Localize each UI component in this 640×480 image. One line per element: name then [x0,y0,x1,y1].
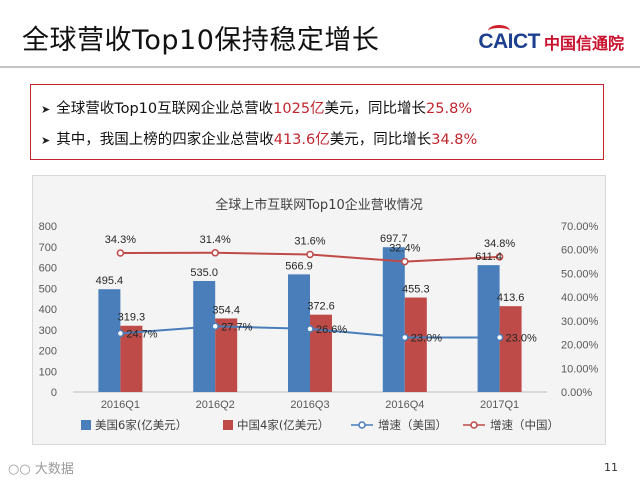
chart-panel: 全球上市互联网Top10企业营收情况 0 100 200 300 400 500 600 70… [32,175,606,445]
left-axis-tick-label: 500 [39,283,57,295]
bar-data-label: 535.0 [190,267,218,279]
caict-logo: CAICT 中国信通院 [478,25,624,56]
x-axis-tick-label: 2016Q3 [290,399,329,411]
right-axis-tick-label: 20.00% [561,340,599,352]
line-data-label: 32.4% [389,243,420,255]
line-data-label: 23.0% [506,332,537,344]
line-point [495,253,504,261]
line-data-label: 23.0% [411,332,442,344]
bar-data-label: 354.4 [212,304,240,316]
legend-marker [470,421,478,429]
line-data-label: 34.8% [484,238,515,250]
line-data-label: 34.3% [105,234,136,246]
x-axis-tick-label: 2016Q1 [101,399,140,411]
bar [98,289,121,392]
line-point [306,325,314,333]
line-point [211,322,219,331]
summary-line-2: ➤ 其中，我国上榜的四家企业总营收413.6亿美元，同比增长34.8% [41,132,478,148]
left-axis-tick-label: 800 [39,221,57,233]
line-point [306,250,314,259]
bar-data-label: 319.3 [118,312,146,324]
line-data-label: 31.6% [294,235,325,247]
legend-label: 美国6家(亿美元） [95,418,187,432]
left-axis-tick-label: 100 [39,366,57,378]
line-point [401,333,409,342]
legend-swatch [223,420,233,430]
line-point [495,333,504,342]
legend-marker [358,421,366,429]
bullet-arrow-icon: ➤ [41,103,51,116]
bar-data-label: 372.6 [307,301,335,313]
right-axis-tick-label: 60.00% [561,245,599,257]
bar-data-label: 611.4 [475,251,502,263]
bar-data-label: 455.3 [402,284,430,296]
slide-title: 全球营收Top10保持稳定增长 [22,25,380,56]
bar-data-label: 697.7 [380,233,408,245]
legend-swatch [81,420,91,430]
legend-label: 增速（美国） [378,418,447,432]
bar-data-label: 495.4 [96,275,124,287]
page-number: 11 [604,461,618,474]
chart-title: 全球上市互联网Top10企业营收情况 [215,198,423,213]
line-point [116,329,125,338]
summary-box: ➤ 全球营收Top10互联网企业总营收1025亿美元，同比增长25.8% ➤ 其中，… [30,84,604,160]
left-axis-tick-label: 200 [39,346,57,358]
right-axis-tick-label: 70.00% [561,221,599,233]
highlight-value: 413.6 [273,132,316,148]
line-data-label: 31.4% [200,234,231,246]
summary-line-1: ➤ 全球营收Top10互联网企业总营收1025亿美元，同比增长25.8% [41,101,473,117]
line-data-label: 24.7% [126,328,157,340]
bar [310,314,332,392]
line-data-label: 26.6% [316,324,347,336]
bar-data-label: 566.9 [285,260,313,272]
right-axis-tick-label: 0.00% [561,387,592,399]
right-axis-tick-label: 50.00% [561,268,599,280]
line-point [116,249,125,257]
left-axis-tick-label: 600 [39,263,57,275]
bar [477,265,500,392]
highlight-rate: 25.8% [426,101,473,117]
bar [288,274,310,392]
x-axis-tick-label: 2016Q4 [385,399,424,411]
caict-logo-text: 中国信通院 [543,34,624,53]
left-axis-tick-label: 300 [39,325,57,337]
line-point [401,257,409,266]
highlight-rate: 34.8% [431,132,478,148]
bar [499,306,522,392]
left-axis-tick-label: 700 [39,242,57,254]
line-point [211,249,219,257]
caict-logo-mark: CAICT [478,25,540,54]
bar [404,297,427,392]
x-axis-tick-label: 2016Q2 [196,399,235,411]
right-axis-tick-label: 40.00% [561,292,599,304]
highlight-unit: 亿 [315,132,330,148]
footer-brand: ○○ 大数据 [8,462,74,477]
highlight-value: 1025 [273,101,311,117]
bar-data-label: 413.6 [497,292,525,304]
legend-label: 中国4家(亿美元） [237,418,329,432]
legend-label: 增速（中国） [490,418,559,432]
revenue-chart: 0 100 200 300 400 500 600 700 800 0.00% 10.00% 20.0… [39,221,599,432]
title-divider [0,66,640,68]
left-axis-tick-label: 400 [39,304,57,316]
bar [215,318,238,392]
line-data-label: 27.7% [221,321,252,333]
right-axis-tick-label: 10.00% [561,363,599,375]
left-axis-tick-label: 0 [51,387,57,399]
highlight-unit: 亿 [310,101,325,117]
bar [120,325,143,392]
x-axis-tick-label: 2017Q1 [480,399,519,411]
bullet-arrow-icon: ➤ [41,134,51,147]
bar [382,247,405,392]
bar [193,280,216,392]
right-axis-tick-label: 30.00% [561,316,599,328]
